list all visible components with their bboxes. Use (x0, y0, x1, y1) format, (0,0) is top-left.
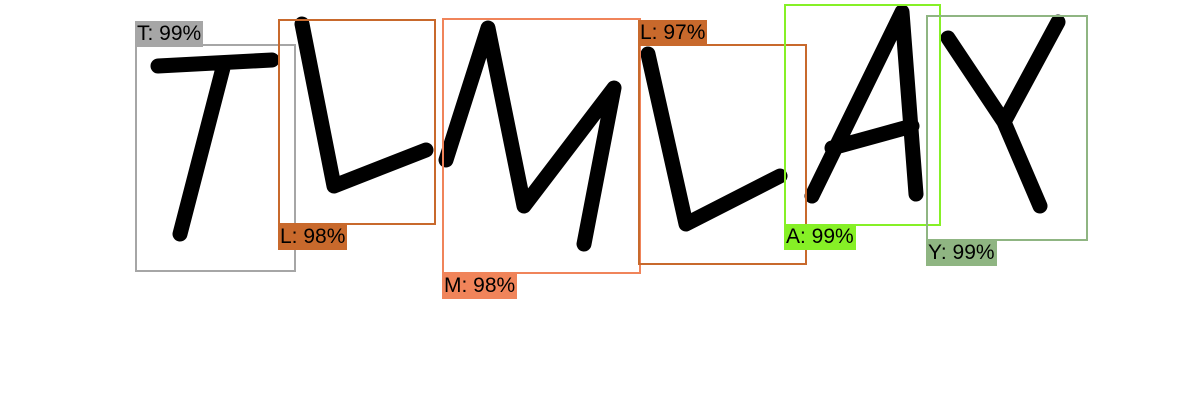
label-l2: L: 97% (638, 20, 708, 46)
label-t: T: 99% (135, 21, 204, 47)
glyph-a (804, 4, 924, 204)
glyph-t (150, 52, 280, 242)
bbox-y (926, 15, 1088, 241)
label-a: A: 99% (784, 224, 856, 250)
bbox-t (135, 44, 296, 272)
glyph-y (940, 14, 1066, 214)
label-l1: L: 98% (278, 224, 348, 250)
bbox-l1 (278, 19, 436, 225)
bbox-l2 (638, 44, 807, 265)
glyph-m (438, 20, 622, 252)
glyph-l1 (294, 16, 434, 194)
glyph-l2 (640, 46, 788, 232)
bbox-m (442, 18, 641, 274)
label-m: M: 98% (442, 273, 518, 299)
bbox-a (784, 4, 941, 226)
label-y: Y: 99% (926, 240, 997, 266)
